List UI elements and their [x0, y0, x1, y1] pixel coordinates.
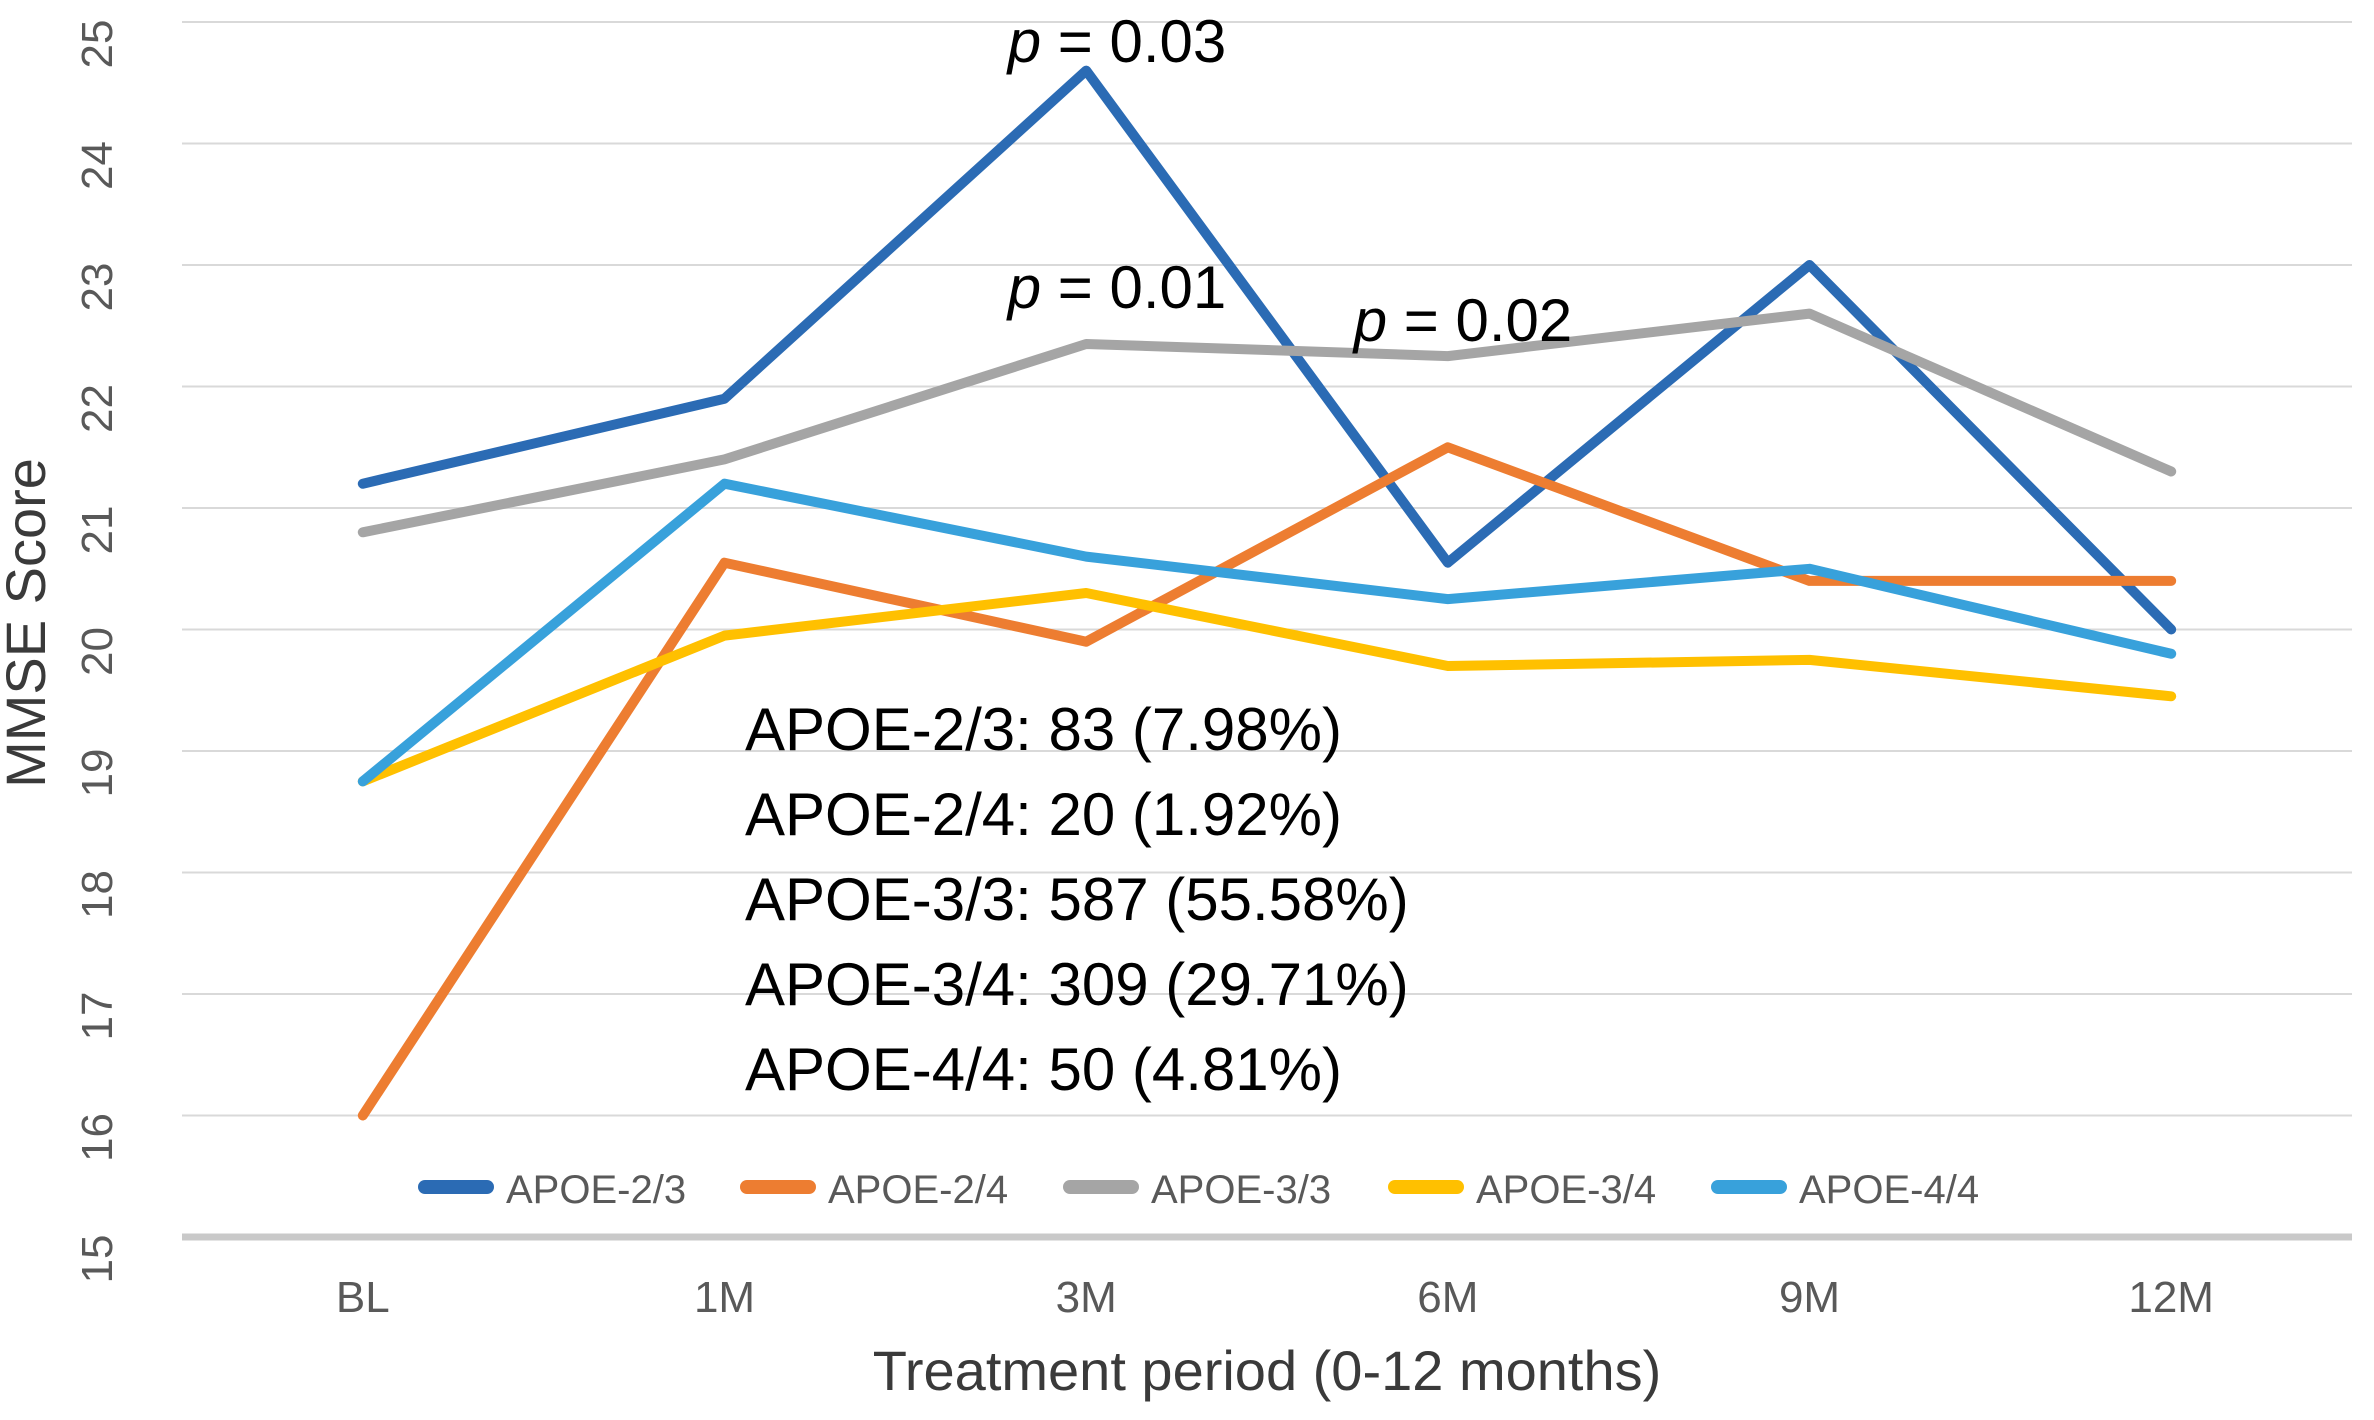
legend-swatch-apoe-3/3 — [1063, 1180, 1139, 1194]
x-axis-title: Treatment period (0-12 months) — [873, 1339, 1661, 1402]
p-value-annotations: p = 0.03 p = 0.01 p = 0.02 — [1006, 8, 1573, 354]
y-axis-tick-labels: 15 16 17 18 19 20 21 22 23 24 25 — [73, 20, 122, 1284]
genotype-count-annotations: APOE-2/3: 83 (7.98%) APOE-2/4: 20 (1.92%)… — [745, 696, 1409, 1103]
y-tick-label: 21 — [73, 506, 122, 555]
y-tick-label: 16 — [73, 1113, 122, 1162]
y-tick-label: 17 — [73, 992, 122, 1041]
x-tick-label: 12M — [2128, 1273, 2214, 1322]
x-tick-label: 6M — [1417, 1273, 1478, 1322]
y-tick-label: 19 — [73, 749, 122, 798]
x-tick-label: 9M — [1779, 1273, 1840, 1322]
x-axis-tick-labels: BL 1M 3M 6M 9M 12M — [336, 1273, 2214, 1322]
p-value-label: p = 0.03 — [1006, 8, 1227, 75]
legend-swatch-apoe-2/4 — [740, 1180, 816, 1194]
genotype-count-line: APOE-2/4: 20 (1.92%) — [745, 781, 1342, 848]
legend-label-apoe-2/3: APOE-2/3 — [506, 1168, 686, 1212]
series-lines — [357, 65, 2177, 1121]
y-tick-label: 15 — [73, 1235, 122, 1284]
x-tick-label: BL — [336, 1273, 390, 1322]
y-axis-title: MMSE Score — [0, 458, 57, 788]
legend-label-apoe-3/4: APOE-3/4 — [1476, 1168, 1656, 1212]
x-tick-label: 1M — [694, 1273, 755, 1322]
p-value-label: p = 0.02 — [1352, 287, 1573, 354]
series-line-apoe-3/4 — [357, 588, 2177, 787]
y-tick-label: 23 — [73, 263, 122, 312]
genotype-count-line: APOE-2/3: 83 (7.98%) — [745, 696, 1342, 763]
genotype-count-line: APOE-3/3: 587 (55.58%) — [745, 866, 1409, 933]
legend-swatch-apoe-3/4 — [1388, 1180, 1464, 1194]
legend-label-apoe-4/4: APOE-4/4 — [1799, 1168, 1979, 1212]
legend-swatch-apoe-2/3 — [418, 1180, 494, 1194]
legend-swatch-apoe-4/4 — [1711, 1180, 1787, 1194]
y-tick-label: 24 — [73, 141, 122, 190]
genotype-count-line: APOE-4/4: 50 (4.81%) — [745, 1036, 1342, 1103]
y-tick-label: 20 — [73, 627, 122, 676]
y-tick-label: 22 — [73, 384, 122, 433]
legend-label-apoe-2/4: APOE-2/4 — [828, 1168, 1008, 1212]
genotype-count-line: APOE-3/4: 309 (29.71%) — [745, 951, 1409, 1018]
series-line-apoe-4/4 — [357, 478, 2177, 787]
y-tick-label: 25 — [73, 20, 122, 69]
legend-label-apoe-3/3: APOE-3/3 — [1151, 1168, 1331, 1212]
y-tick-label: 18 — [73, 870, 122, 919]
series-line-apoe-3/3 — [357, 308, 2177, 538]
legend: APOE-2/3 APOE-2/4 APOE-3/3 APOE-3/4 APOE-4/4 — [418, 1168, 1979, 1212]
x-tick-label: 3M — [1056, 1273, 1117, 1322]
series-line-apoe-2/3 — [357, 65, 2177, 635]
p-value-label: p = 0.01 — [1006, 254, 1227, 321]
